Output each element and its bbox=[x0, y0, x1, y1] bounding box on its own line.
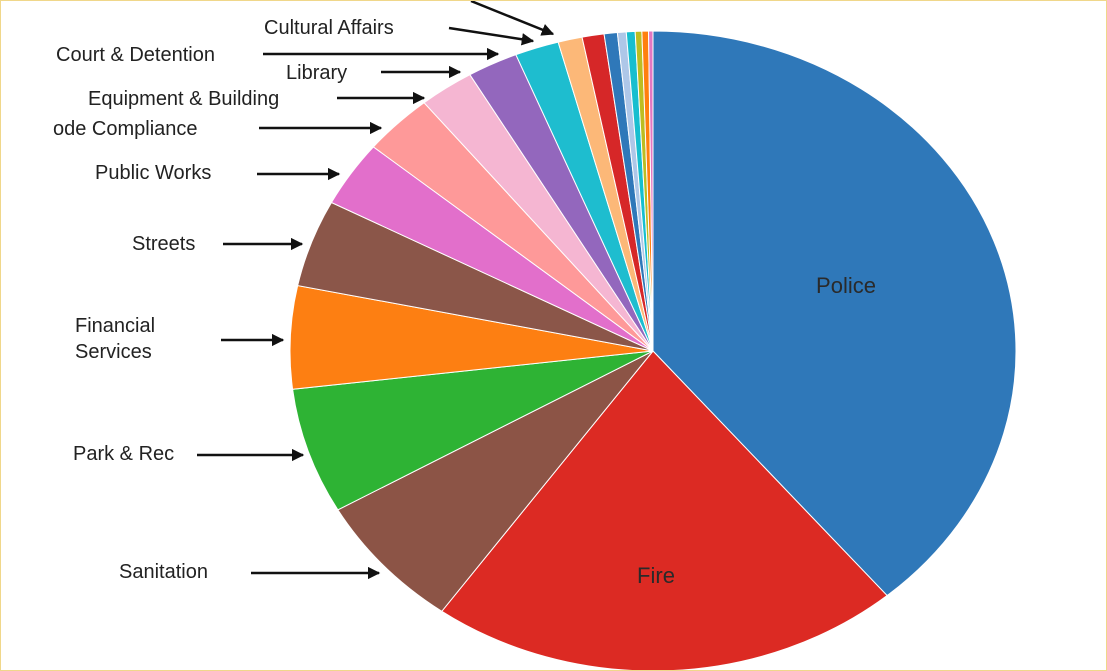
slice-label-police: Police bbox=[816, 273, 876, 298]
slice-label-public-works: Public Works bbox=[95, 162, 211, 184]
slice-label-financial-services-line-2: Services bbox=[75, 341, 152, 363]
slice-label-ode-compliance: ode Compliance bbox=[53, 118, 198, 140]
slice-label-park-and-rec: Park & Rec bbox=[73, 443, 174, 465]
slice-label-fire: Fire bbox=[637, 563, 675, 588]
slice-label-financial-services-line-1: Financial bbox=[75, 315, 155, 337]
pie-slice-police bbox=[652, 30, 1017, 597]
slice-label-cultural-affairs: Cultural Affairs bbox=[264, 17, 394, 39]
slice-label-equipment-and-building: Equipment & Building bbox=[88, 88, 279, 110]
slice-label-sanitation: Sanitation bbox=[119, 561, 208, 583]
slice-label-library: Library bbox=[286, 62, 347, 84]
pie-slice-sanitation bbox=[337, 350, 654, 612]
pie-slice-unlabeled-18 bbox=[648, 30, 654, 352]
slice-label-streets: Streets bbox=[132, 233, 195, 255]
slice-label-court-and-detention: Court & Detention bbox=[56, 44, 215, 66]
leader-arrow-cropped bbox=[470, 1, 555, 36]
pie-slice-fire bbox=[441, 350, 888, 670]
leader-arrow-cultural-affairs bbox=[448, 26, 535, 46]
pie-slice-park-and-rec bbox=[292, 350, 654, 511]
